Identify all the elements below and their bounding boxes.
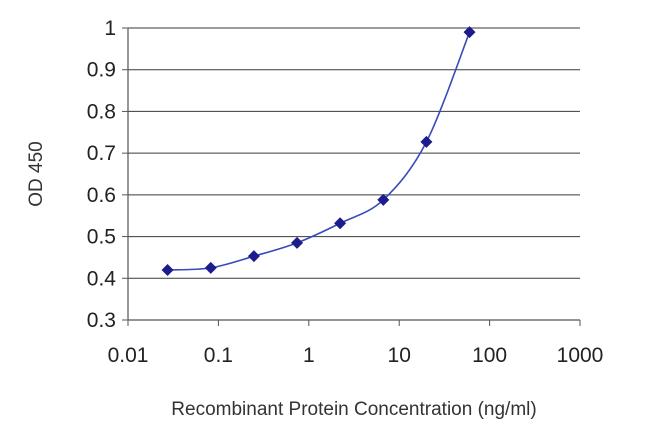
y-tick-label: 0.7 — [87, 142, 116, 165]
grid-lines — [128, 27, 580, 279]
data-point — [420, 135, 433, 148]
series-layer — [161, 26, 476, 276]
y-tick-label: 0.3 — [87, 309, 116, 332]
y-tick-label: 0.6 — [87, 184, 116, 207]
x-ticks: 0.01 0.1 1 10 100 1000 — [108, 320, 604, 367]
data-point — [247, 250, 260, 263]
y-tick-label: 0.4 — [87, 267, 117, 290]
data-point — [334, 217, 347, 230]
y-tick-label: 0.5 — [87, 226, 116, 249]
y-tick-label: 0.9 — [87, 59, 116, 82]
x-tick-label: 100 — [472, 344, 507, 367]
data-point — [291, 236, 304, 249]
plot-area — [128, 28, 580, 320]
y-tick-label: 1 — [104, 17, 116, 40]
data-point — [463, 26, 476, 39]
y-axis-title: OD 450 — [26, 141, 47, 206]
x-tick-label: 0.01 — [108, 344, 149, 367]
data-point — [204, 261, 217, 274]
x-tick-label: 1000 — [557, 344, 604, 367]
x-tick-label: 0.1 — [204, 344, 233, 367]
data-point — [377, 193, 390, 206]
x-tick-label: 10 — [388, 344, 411, 367]
data-point — [161, 263, 174, 276]
x-axis-title: Recombinant Protein Concentration (ng/ml… — [171, 399, 536, 420]
y-ticks: 0.3 0.4 0.5 0.6 0.7 0.8 0.9 1 — [87, 17, 128, 332]
x-tick-label: 1 — [303, 344, 315, 367]
y-tick-label: 0.8 — [87, 100, 116, 123]
